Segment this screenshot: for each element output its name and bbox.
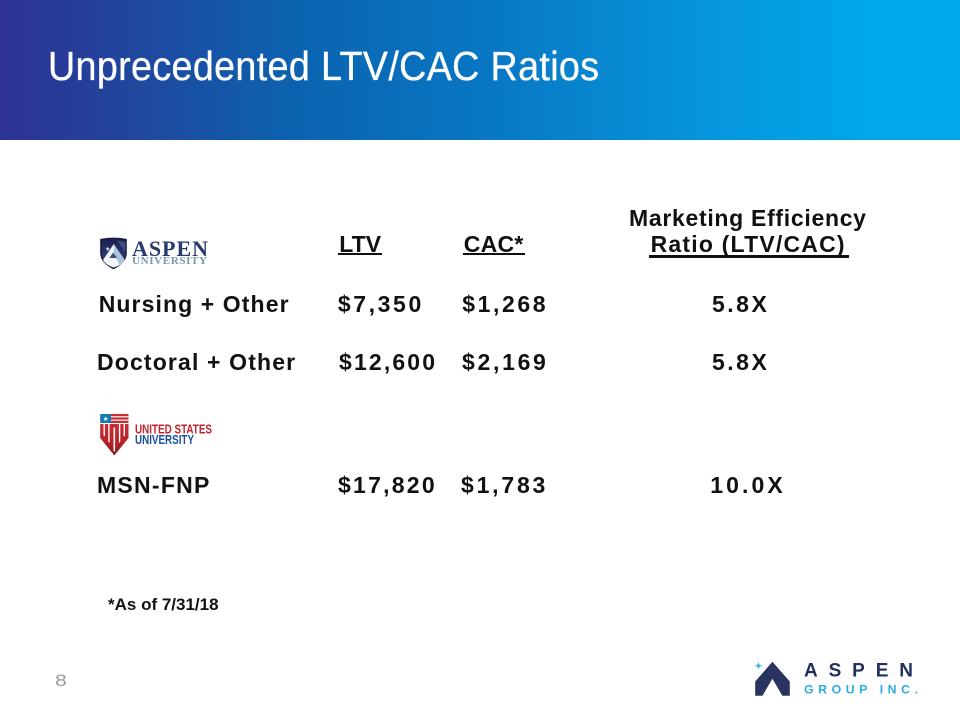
svg-text:UNITED STATES: UNITED STATES [135,423,212,437]
svg-text:ASPEN: ASPEN [804,661,913,682]
svg-text:GROUP INC.: GROUP INC. [804,683,918,697]
svg-text:ASPEN: ASPEN [132,236,208,261]
svg-text:UNIVERSITY: UNIVERSITY [135,433,194,447]
svg-text:UNIVERSITY: UNIVERSITY [132,255,207,267]
